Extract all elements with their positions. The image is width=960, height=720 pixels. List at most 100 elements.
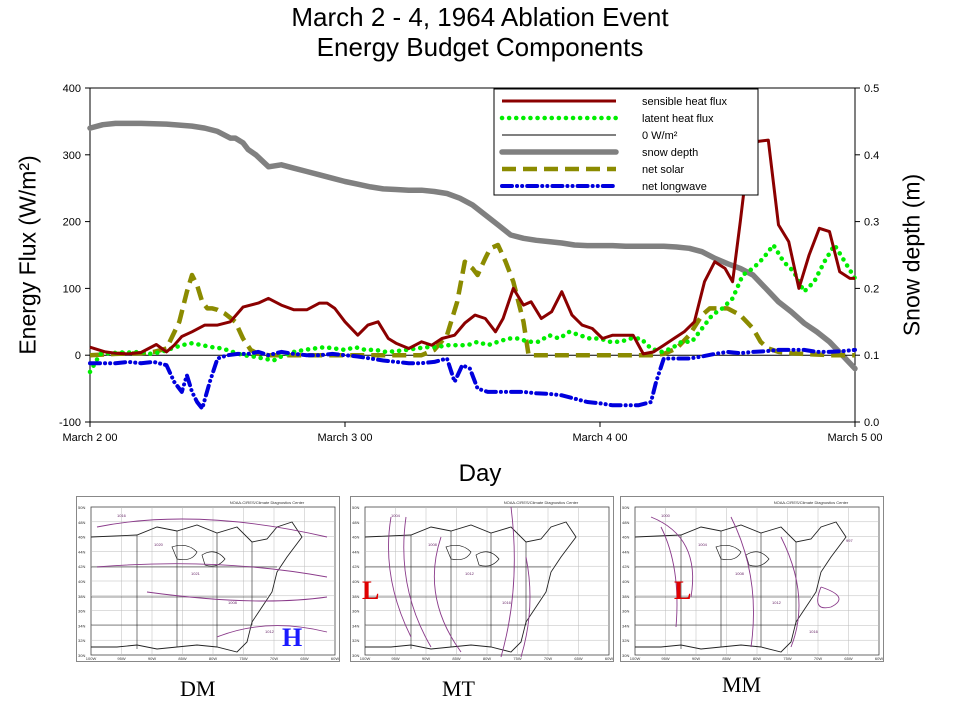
y-tick-label: 400 xyxy=(63,83,81,95)
y-tick-label: 300 xyxy=(63,150,81,162)
map-lon-label: 90W xyxy=(148,656,156,661)
map-lon-label: 80W xyxy=(753,656,761,661)
map-lon-label: 100W xyxy=(86,656,97,661)
map-caption-mt: MT xyxy=(442,676,475,701)
map-lat-label: 42N xyxy=(622,564,629,569)
y-axis-title-right-text: Snow depth (m) xyxy=(898,173,925,337)
map-lon-label: 95W xyxy=(117,656,125,661)
map-lon-label: 60W xyxy=(875,656,883,661)
map-lat-label: 32N xyxy=(78,638,85,643)
y2-tick-label: 0.2 xyxy=(864,283,879,295)
x-axis-title: Day xyxy=(458,460,502,487)
map-isobar xyxy=(216,625,328,638)
map-lat-label: 44N xyxy=(78,549,85,554)
y-tick-label: 200 xyxy=(63,217,81,229)
chart-title-line-2: Energy Budget Components xyxy=(316,32,644,62)
pressure-center-low-mt: L xyxy=(362,576,380,605)
map-isobar-label: 1008 xyxy=(735,571,745,576)
series-net-longwave-line xyxy=(88,347,857,411)
map-isobar-label: 1012 xyxy=(265,629,275,634)
weather-map-dm-drawing: NOAA-CIRES/Climate Diagnostics Center 50N… xyxy=(78,500,339,661)
weather-map-mm: NOAA-CIRES/Climate Diagnostics Center 50N… xyxy=(620,496,884,662)
map-isobar-label: 1012 xyxy=(465,571,475,576)
map-lon-label: 65W xyxy=(574,656,582,661)
map-isobar-label: 997 xyxy=(846,538,853,543)
map-isobar-label: 1004 xyxy=(698,542,708,547)
map-lat-label: 38N xyxy=(352,594,359,599)
map-lat-label: 40N xyxy=(78,579,85,584)
map-lat-label: 46N xyxy=(352,535,359,540)
map-lat-label: 48N xyxy=(622,520,629,525)
map-lat-label: 36N xyxy=(78,609,85,614)
y2-tick-label: 0.3 xyxy=(864,217,879,229)
map-isobar-label: 1016 xyxy=(117,513,127,518)
map-lat-label: 44N xyxy=(352,549,359,554)
x-tick-label: March 5 00 xyxy=(827,432,882,444)
map-header: NOAA-CIRES/Climate Diagnostics Center xyxy=(230,500,305,505)
map-lat-label: 50N xyxy=(622,505,629,510)
map-lon-label: 75W xyxy=(783,656,791,661)
map-great-lakes xyxy=(171,545,226,567)
map-lat-label: 48N xyxy=(352,520,359,525)
legend-label: net solar xyxy=(642,164,685,176)
map-isobar-label: 1021 xyxy=(191,571,201,576)
map-isobar xyxy=(96,518,328,538)
map-lat-label: 38N xyxy=(622,594,629,599)
map-isobar xyxy=(660,526,678,628)
map-lat-label: 42N xyxy=(78,564,85,569)
map-lat-label: 30N xyxy=(352,653,359,658)
y2-tick-label: 0.5 xyxy=(864,83,879,95)
map-lat-label: 50N xyxy=(78,505,85,510)
map-great-lakes xyxy=(445,545,500,567)
weather-map-mt-drawing: NOAA-CIRES/Climate Diagnostics Center 50N… xyxy=(352,500,613,661)
map-isobar xyxy=(500,506,515,658)
legend-label: latent heat flux xyxy=(642,113,714,125)
map-isobar-label: 1008 xyxy=(228,600,238,605)
map-lon-label: 70W xyxy=(814,656,822,661)
map-lat-label: 32N xyxy=(622,638,629,643)
map-lon-label: 85W xyxy=(452,656,460,661)
map-isobar xyxy=(730,516,754,648)
map-lat-label: 48N xyxy=(78,520,85,525)
map-lon-label: 85W xyxy=(178,656,186,661)
series-snow-depth-line xyxy=(87,120,858,372)
y-tick-label: 0 xyxy=(75,350,81,362)
x-tick-label: March 3 00 xyxy=(317,432,372,444)
map-isobar xyxy=(650,516,694,598)
map-isobar-label: 1012 xyxy=(772,600,782,605)
map-lat-label: 50N xyxy=(352,505,359,510)
map-lon-label: 100W xyxy=(630,656,641,661)
map-lat-label: 42N xyxy=(352,564,359,569)
map-coastline xyxy=(364,521,577,653)
map-isobar xyxy=(817,586,840,609)
map-lon-label: 80W xyxy=(483,656,491,661)
x-tick-label: March 2 00 xyxy=(62,432,117,444)
series-latent-heat-flux-line xyxy=(87,242,858,375)
map-lat-label: 34N xyxy=(622,623,629,628)
map-isobar xyxy=(520,556,531,658)
weather-map-mm-drawing: NOAA-CIRES/Climate Diagnostics Center 50N… xyxy=(622,500,883,661)
series-net-solar-line xyxy=(89,242,855,358)
map-lon-label: 75W xyxy=(239,656,247,661)
map-lat-label: 40N xyxy=(352,579,359,584)
y2-tick-label: 0.4 xyxy=(864,150,879,162)
map-lat-label: 36N xyxy=(352,609,359,614)
pressure-center-low-mm: L xyxy=(674,576,692,605)
x-tick-label: March 4 00 xyxy=(572,432,627,444)
chart-title-line-1: March 2 - 4, 1964 Ablation Event xyxy=(291,2,669,32)
map-header: NOAA-CIRES/Climate Diagnostics Center xyxy=(774,500,849,505)
map-lon-label: 95W xyxy=(391,656,399,661)
map-lon-label: 60W xyxy=(605,656,613,661)
y2-tick-label: 0.1 xyxy=(864,350,879,362)
y2-tick-label: 0.0 xyxy=(864,417,879,429)
weather-map-dm: NOAA-CIRES/Climate Diagnostics Center 50N… xyxy=(76,496,340,662)
map-lat-label: 46N xyxy=(78,535,85,540)
map-lon-label: 100W xyxy=(360,656,371,661)
map-lon-label: 70W xyxy=(544,656,552,661)
map-caption-mm: MM xyxy=(722,672,762,697)
map-lon-label: 90W xyxy=(422,656,430,661)
map-lat-label: 32N xyxy=(352,638,359,643)
map-isobar-label: 1004 xyxy=(391,513,401,518)
map-isobar xyxy=(780,536,800,648)
